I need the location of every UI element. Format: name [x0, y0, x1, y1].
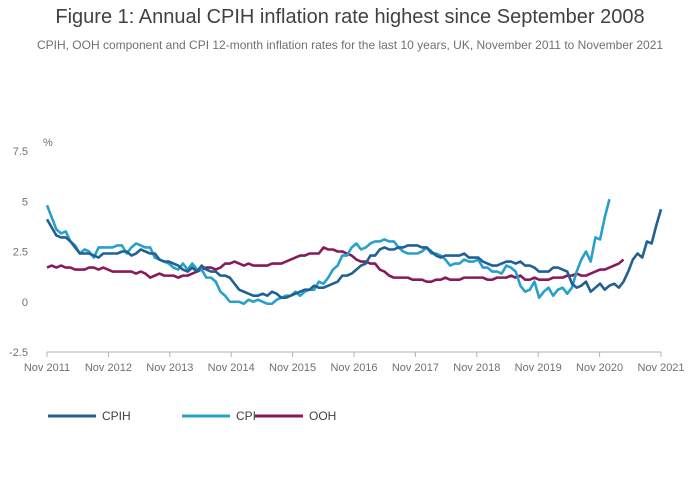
chart-subtitle: CPIH, OOH component and CPI 12-month inf…: [36, 38, 664, 52]
y-tick-label: 7.5: [13, 146, 28, 158]
legend-label-cpi: CPI: [236, 409, 256, 423]
x-tick-label: Nov 2014: [208, 362, 255, 374]
x-tick-label: Nov 2013: [146, 362, 193, 374]
x-tick-label: Nov 2020: [576, 362, 623, 374]
y-axis-unit-label: %: [43, 137, 53, 149]
y-tick-label: 0: [22, 297, 28, 309]
series-line-cpih: [45, 208, 663, 300]
x-tick-label: Nov 2012: [85, 362, 132, 374]
series-layer: [45, 198, 663, 306]
axes: % -2.5 0 2.5 5 7.5 Nov 2011 Nov 2012 Nov 2013 No…: [9, 137, 685, 374]
y-tick-label: -2.5: [9, 347, 28, 359]
x-tick-label: Nov 2015: [269, 362, 316, 374]
legend: CPIH CPI OOH: [48, 409, 336, 423]
y-tick-label: 2.5: [13, 247, 28, 259]
series-line-ooh: [46, 246, 625, 283]
chart-title: Figure 1: Annual CPIH inflation rate hig…: [55, 6, 645, 28]
x-tick-label: Nov 2011: [24, 362, 70, 374]
x-tick-label: Nov 2019: [515, 362, 562, 374]
legend-label-ooh: OOH: [309, 409, 336, 423]
y-tick-label: 5: [22, 196, 28, 208]
x-tick-label: Nov 2017: [392, 362, 439, 374]
x-tick-label: Nov 2018: [453, 362, 500, 374]
series-line-cpi: [45, 198, 611, 306]
x-tick-label: Nov 2016: [330, 362, 377, 374]
legend-label-cpih: CPIH: [102, 409, 131, 423]
x-tick-label: Nov 2021: [637, 362, 684, 374]
